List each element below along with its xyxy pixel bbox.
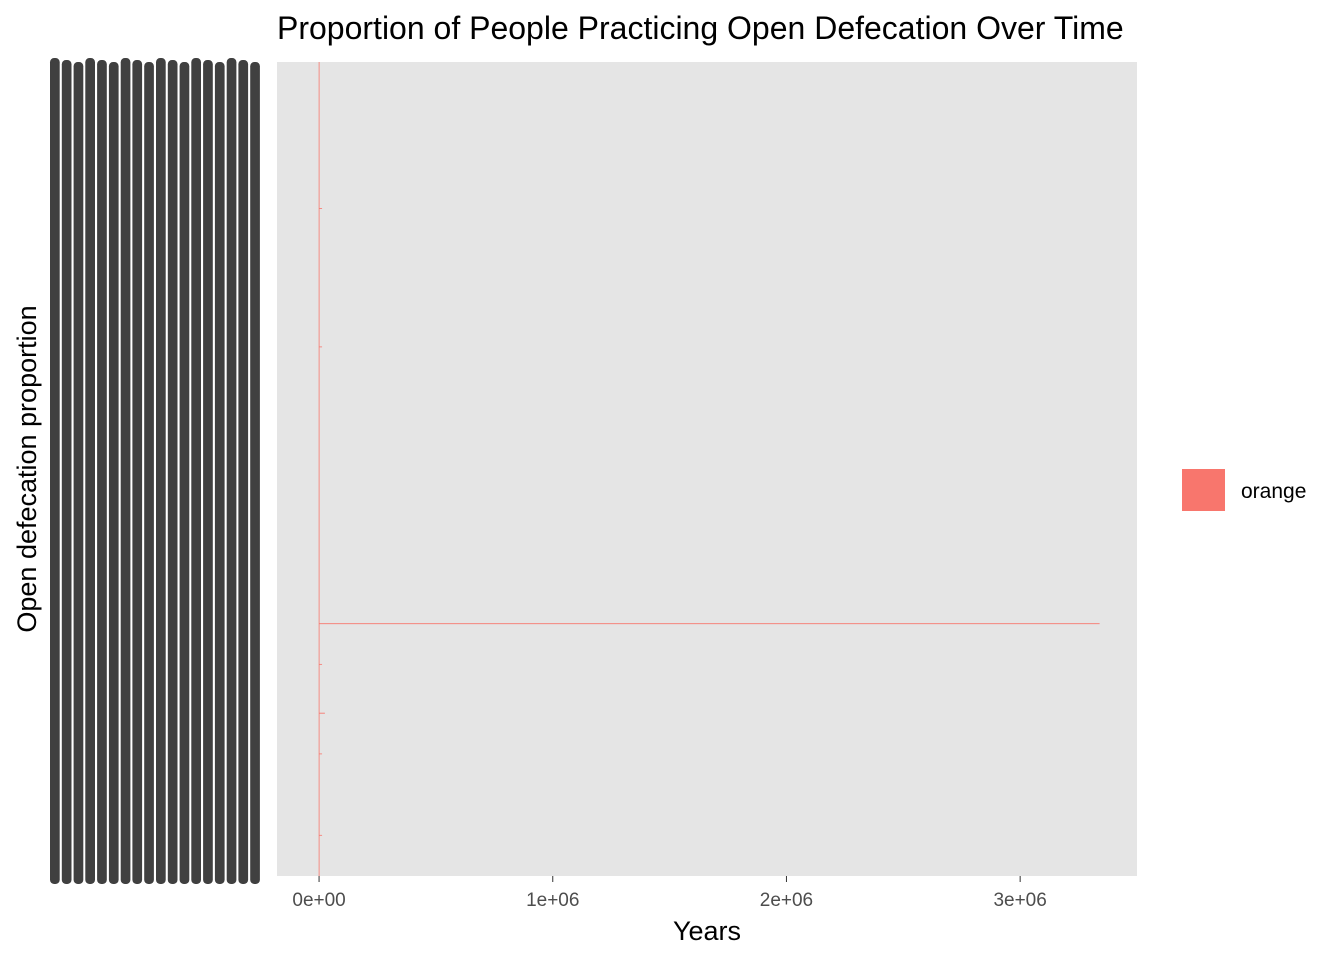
y-tick-label-ink-12 bbox=[191, 58, 201, 884]
x-tick-label-0: 0e+00 bbox=[292, 890, 345, 911]
y-tick-label-ink-1 bbox=[61, 60, 72, 884]
legend: orange bbox=[1182, 469, 1306, 511]
legend-label-orange: orange bbox=[1241, 480, 1306, 503]
y-tick-label-ink-10 bbox=[167, 60, 178, 884]
y-tick-label-ink-6 bbox=[120, 58, 131, 884]
legend-key-orange bbox=[1182, 469, 1225, 511]
y-tick-label-ink-7 bbox=[132, 60, 143, 884]
y-tick-label-ink-14 bbox=[214, 62, 225, 884]
x-tick-label-3: 3e+06 bbox=[993, 890, 1046, 911]
series-layer bbox=[318, 62, 1100, 876]
y-tick-label-ink-4 bbox=[97, 60, 107, 884]
y-tick-label-ink-0 bbox=[50, 58, 60, 884]
x-ticks: 0e+00 1e+06 2e+06 3e+06 bbox=[292, 876, 1047, 911]
chart-title: Proportion of People Practicing Open Def… bbox=[277, 10, 1124, 46]
y-tick-label-ink-5 bbox=[108, 62, 119, 884]
y-axis-title: Open defecation proportion bbox=[12, 305, 42, 632]
plot-panel bbox=[277, 62, 1137, 876]
y-tick-label-ink-15 bbox=[226, 58, 237, 884]
y-tick-label-ink-17 bbox=[250, 62, 260, 884]
x-tick-label-2: 2e+06 bbox=[760, 890, 813, 911]
y-tick-label-ink-16 bbox=[238, 60, 249, 884]
y-tick-label-ink-11 bbox=[179, 62, 190, 884]
y-tick-label-ink-8 bbox=[144, 62, 154, 884]
x-axis-title: Years bbox=[673, 916, 741, 946]
x-tick-label-1: 1e+06 bbox=[526, 890, 579, 911]
y-tick-label-ink-9 bbox=[156, 58, 166, 884]
y-tick-label-ink-13 bbox=[203, 60, 213, 884]
y-tick-label-ink-3 bbox=[85, 58, 95, 884]
y-tick-label-ink-2 bbox=[73, 62, 84, 884]
y-tick-labels-overplotted bbox=[50, 58, 260, 884]
series-line-0 bbox=[318, 62, 1100, 876]
